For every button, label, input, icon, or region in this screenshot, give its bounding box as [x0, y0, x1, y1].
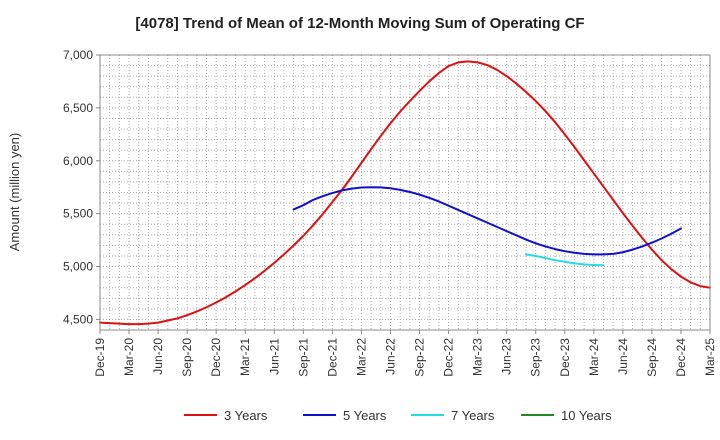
y-tick-label: 6,000 [63, 154, 93, 168]
x-tick-label: Jun-20 [151, 338, 165, 375]
y-axis-label: Amount (million yen) [7, 133, 22, 252]
x-tick-label: Sep-21 [296, 338, 310, 377]
legend-label-7-years: 7 Years [451, 408, 495, 423]
x-tick-label: Jun-24 [616, 338, 630, 375]
x-tick-label: Dec-23 [558, 338, 572, 377]
series-lines [99, 60, 711, 326]
x-tick-label: Dec-22 [442, 338, 456, 377]
y-axis-ticks: 4,500 5,000 5,500 6,000 6,500 7,000 [63, 48, 100, 326]
legend: 3 Years 5 Years 7 Years 10 Years [184, 408, 612, 423]
plot-frame [99, 54, 711, 331]
x-tick-label: Mar-24 [587, 338, 601, 376]
series-line-5-years [292, 186, 682, 256]
series-line-7-years [525, 253, 605, 267]
y-tick-label: 7,000 [63, 48, 93, 62]
x-tick-label: Jun-22 [383, 338, 397, 375]
y-tick-label: 5,500 [63, 207, 93, 221]
x-tick-label: Sep-24 [645, 338, 659, 377]
x-tick-label: Dec-24 [674, 338, 688, 377]
y-tick-label: 5,000 [63, 260, 93, 274]
x-tick-label: Jun-23 [500, 338, 514, 375]
x-tick-label: Sep-20 [180, 338, 194, 377]
x-tick-label: Dec-19 [93, 338, 107, 377]
x-tick-label: Mar-21 [238, 338, 252, 376]
legend-label-3-years: 3 Years [224, 408, 268, 423]
x-tick-label: Sep-23 [529, 338, 543, 377]
x-tick-label: Dec-20 [209, 338, 223, 377]
legend-label-10-years: 10 Years [561, 408, 612, 423]
x-tick-label: Sep-22 [413, 338, 427, 377]
y-tick-label: 4,500 [63, 312, 93, 326]
x-tick-label: Mar-20 [122, 338, 136, 376]
x-tick-label: Mar-25 [703, 338, 717, 376]
x-tick-label: Jun-21 [267, 338, 281, 375]
x-axis-ticks: Dec-19 Mar-20 Jun-20 Sep-20 Dec-20 Mar-21 Jun-… [93, 330, 717, 377]
x-tick-label: Dec-21 [325, 338, 339, 377]
x-tick-label: Mar-23 [471, 338, 485, 376]
legend-label-5-years: 5 Years [343, 408, 387, 423]
y-tick-label: 6,500 [63, 101, 93, 115]
x-tick-label: Mar-22 [354, 338, 368, 376]
chart-title: [4078] Trend of Mean of 12-Month Moving … [135, 15, 584, 32]
series-line-3-years [99, 60, 711, 326]
grid [100, 55, 710, 330]
